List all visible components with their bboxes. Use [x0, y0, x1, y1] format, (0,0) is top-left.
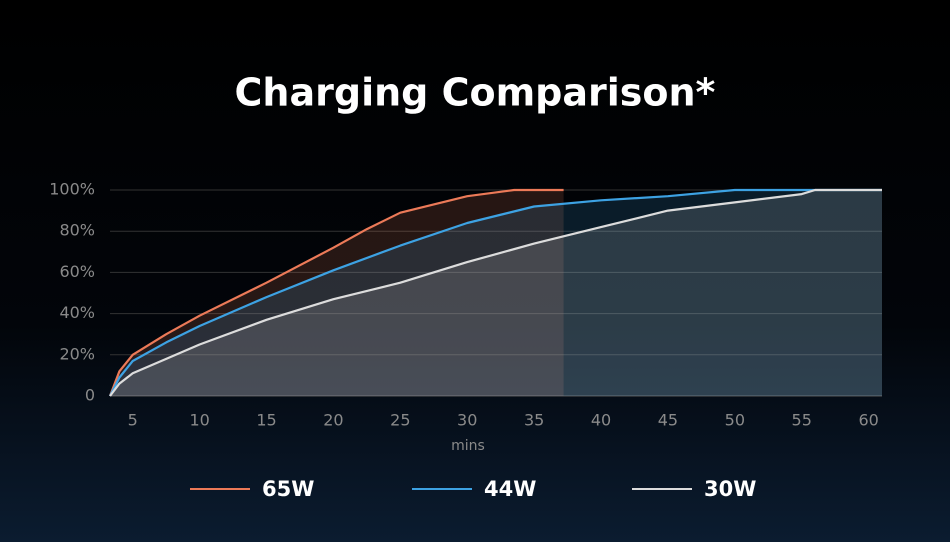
chart-title: Charging Comparison*	[235, 71, 716, 115]
y-tick-label: 80%	[59, 221, 95, 240]
y-tick-label: 20%	[59, 344, 95, 363]
x-tick-label: 45	[658, 411, 678, 430]
y-tick-label: 60%	[59, 262, 95, 281]
legend-label: 30W	[704, 477, 756, 501]
line	[109, 188, 882, 397]
x-tick-label: 55	[792, 411, 812, 430]
x-tick-label: 5	[128, 411, 138, 430]
area	[110, 190, 564, 396]
x-tick-label: 10	[189, 411, 209, 430]
y-tick-label: 0	[85, 386, 95, 405]
area	[110, 190, 882, 396]
x-tick-label: 40	[591, 411, 611, 430]
x-tick-label: 30	[457, 411, 477, 430]
y-tick-label: 40%	[59, 303, 95, 322]
x-tick-label: 20	[323, 411, 343, 430]
x-tick-label: 25	[390, 411, 410, 430]
x-tick-label: 60	[858, 411, 878, 430]
legend-label: 44W	[484, 477, 536, 501]
x-axis-label: mins	[451, 438, 485, 454]
x-tick-label: 35	[524, 411, 544, 430]
x-tick-label: 50	[725, 411, 745, 430]
area	[110, 190, 882, 396]
line	[109, 188, 882, 397]
legend-label: 65W	[262, 477, 314, 501]
line	[108, 188, 564, 397]
y-tick-label: 100%	[49, 180, 95, 199]
x-tick-label: 15	[256, 411, 276, 430]
